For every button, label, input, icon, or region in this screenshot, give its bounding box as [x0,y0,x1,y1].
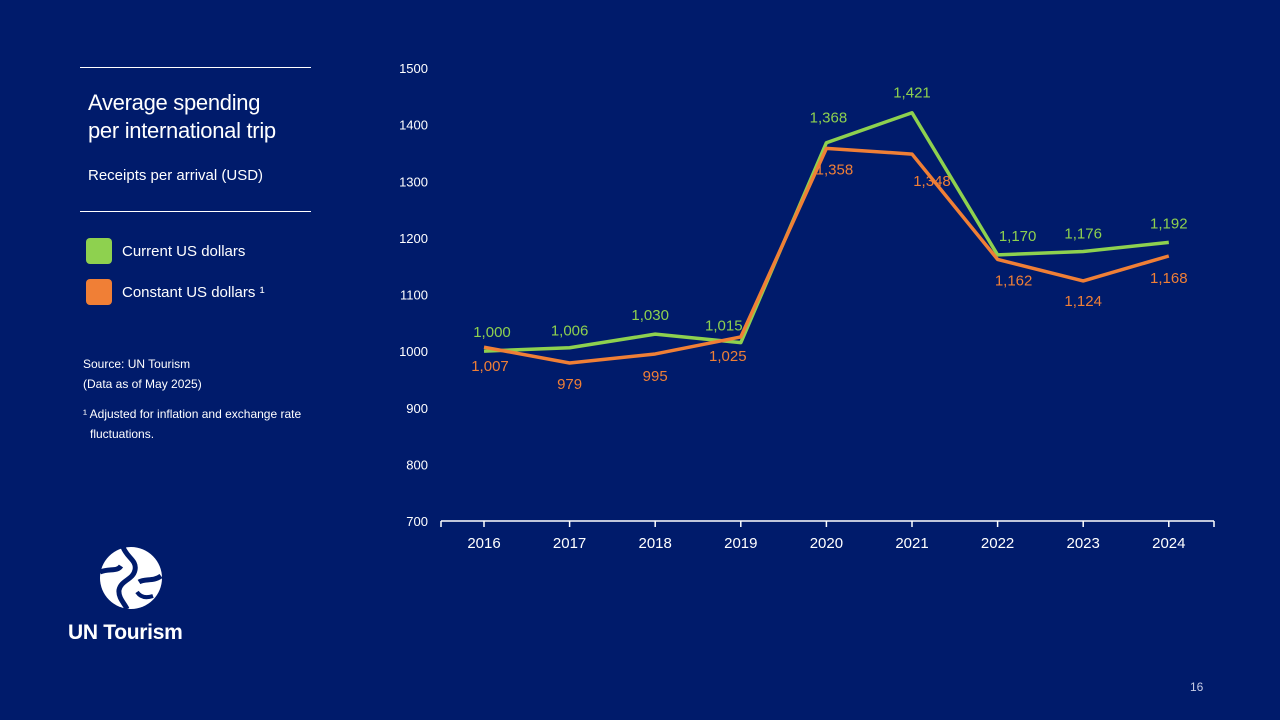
current-usd-data-label: 1,368 [810,110,848,127]
legend-current-usd: Current US dollars [86,238,245,264]
current-usd-data-label: 1,000 [473,324,511,341]
bottom-divider [80,211,311,212]
legend-label-current: Current US dollars [122,242,246,260]
x-tick-label: 2016 [467,535,500,552]
title-line-1: Average spending [88,90,261,115]
constant-usd-data-label: 979 [557,376,582,393]
x-tick-label: 2019 [724,535,757,552]
current-usd-data-label: 1,006 [551,323,589,340]
x-tick-label: 2017 [553,535,586,552]
current-usd-line [483,110,1169,353]
x-tick-label: 2022 [981,535,1014,552]
legend-swatch-current [86,238,112,264]
y-tick-label: 1100 [400,288,428,303]
top-divider [80,67,311,68]
legend-label-constant: Constant US dollars ¹ [122,283,265,301]
constant-usd-data-label: 1,124 [1064,293,1102,310]
constant-usd-line [483,146,1170,365]
x-tick-label: 2023 [1067,535,1100,552]
footnote: ¹ Adjusted for inflation and exchange ra… [83,404,343,444]
chart-title: Average spending per international trip [88,89,348,145]
current-usd-data-label: 1,176 [1064,225,1102,242]
current-usd-data-label: 1,421 [893,85,931,102]
source-note: Source: UN Tourism (Data as of May 2025) [83,354,202,394]
y-tick-label: 1200 [399,231,428,246]
constant-usd-data-label: 1,358 [816,161,854,178]
x-tick-label: 2018 [639,535,672,552]
constant-usd-data-label: 1,007 [471,358,509,375]
y-tick-label: 1000 [399,344,428,359]
y-tick-label: 1400 [399,118,428,133]
source-line-2: (Data as of May 2025) [83,377,202,391]
current-usd-data-label: 1,192 [1150,215,1188,232]
current-usd-data-label: 1,015 [705,318,743,335]
constant-usd-data-label: 995 [643,368,668,385]
footnote-line-2: fluctuations. [90,427,155,441]
constant-usd-data-label: 1,025 [709,348,747,365]
constant-usd-data-label: 1,348 [913,173,951,190]
y-tick-label: 1500 [399,61,428,76]
y-tick-label: 700 [406,514,428,529]
source-line-1: Source: UN Tourism [83,357,191,371]
constant-usd-data-label: 1,162 [995,272,1033,289]
x-tick-label: 2020 [810,535,843,552]
y-tick-label: 800 [406,457,428,472]
x-tick-label: 2021 [895,535,928,552]
page-number: 16 [1190,680,1204,694]
constant-usd-data-label: 1,168 [1150,270,1188,287]
chart-subtitle: Receipts per arrival (USD) [88,167,264,184]
y-tick-label: 900 [406,401,428,416]
x-tick-label: 2024 [1152,535,1185,552]
current-usd-data-label: 1,170 [999,228,1037,245]
title-line-2: per international trip [88,118,276,143]
logo-wordmark: UN Tourism [68,621,183,644]
un-tourism-globe-icon [98,545,163,611]
legend-swatch-constant [86,279,112,305]
footnote-line-1: ¹ Adjusted for inflation and exchange ra… [83,407,302,421]
current-usd-data-label: 1,030 [631,307,669,324]
y-tick-label: 1300 [399,174,428,189]
legend-constant-usd: Constant US dollars ¹ [86,279,265,305]
